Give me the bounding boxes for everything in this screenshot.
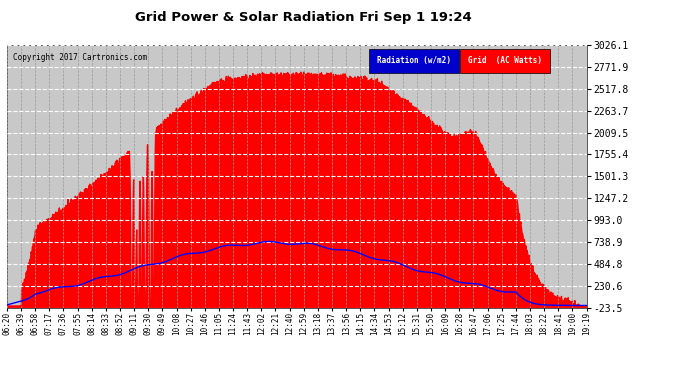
Text: Grid Power & Solar Radiation Fri Sep 1 19:24: Grid Power & Solar Radiation Fri Sep 1 1… bbox=[135, 11, 472, 24]
Text: Grid  (AC Watts): Grid (AC Watts) bbox=[468, 56, 542, 65]
Text: Copyright 2017 Cartronics.com: Copyright 2017 Cartronics.com bbox=[12, 53, 147, 62]
Text: Radiation (w/m2): Radiation (w/m2) bbox=[377, 56, 451, 65]
FancyBboxPatch shape bbox=[369, 49, 459, 73]
FancyBboxPatch shape bbox=[460, 49, 550, 73]
